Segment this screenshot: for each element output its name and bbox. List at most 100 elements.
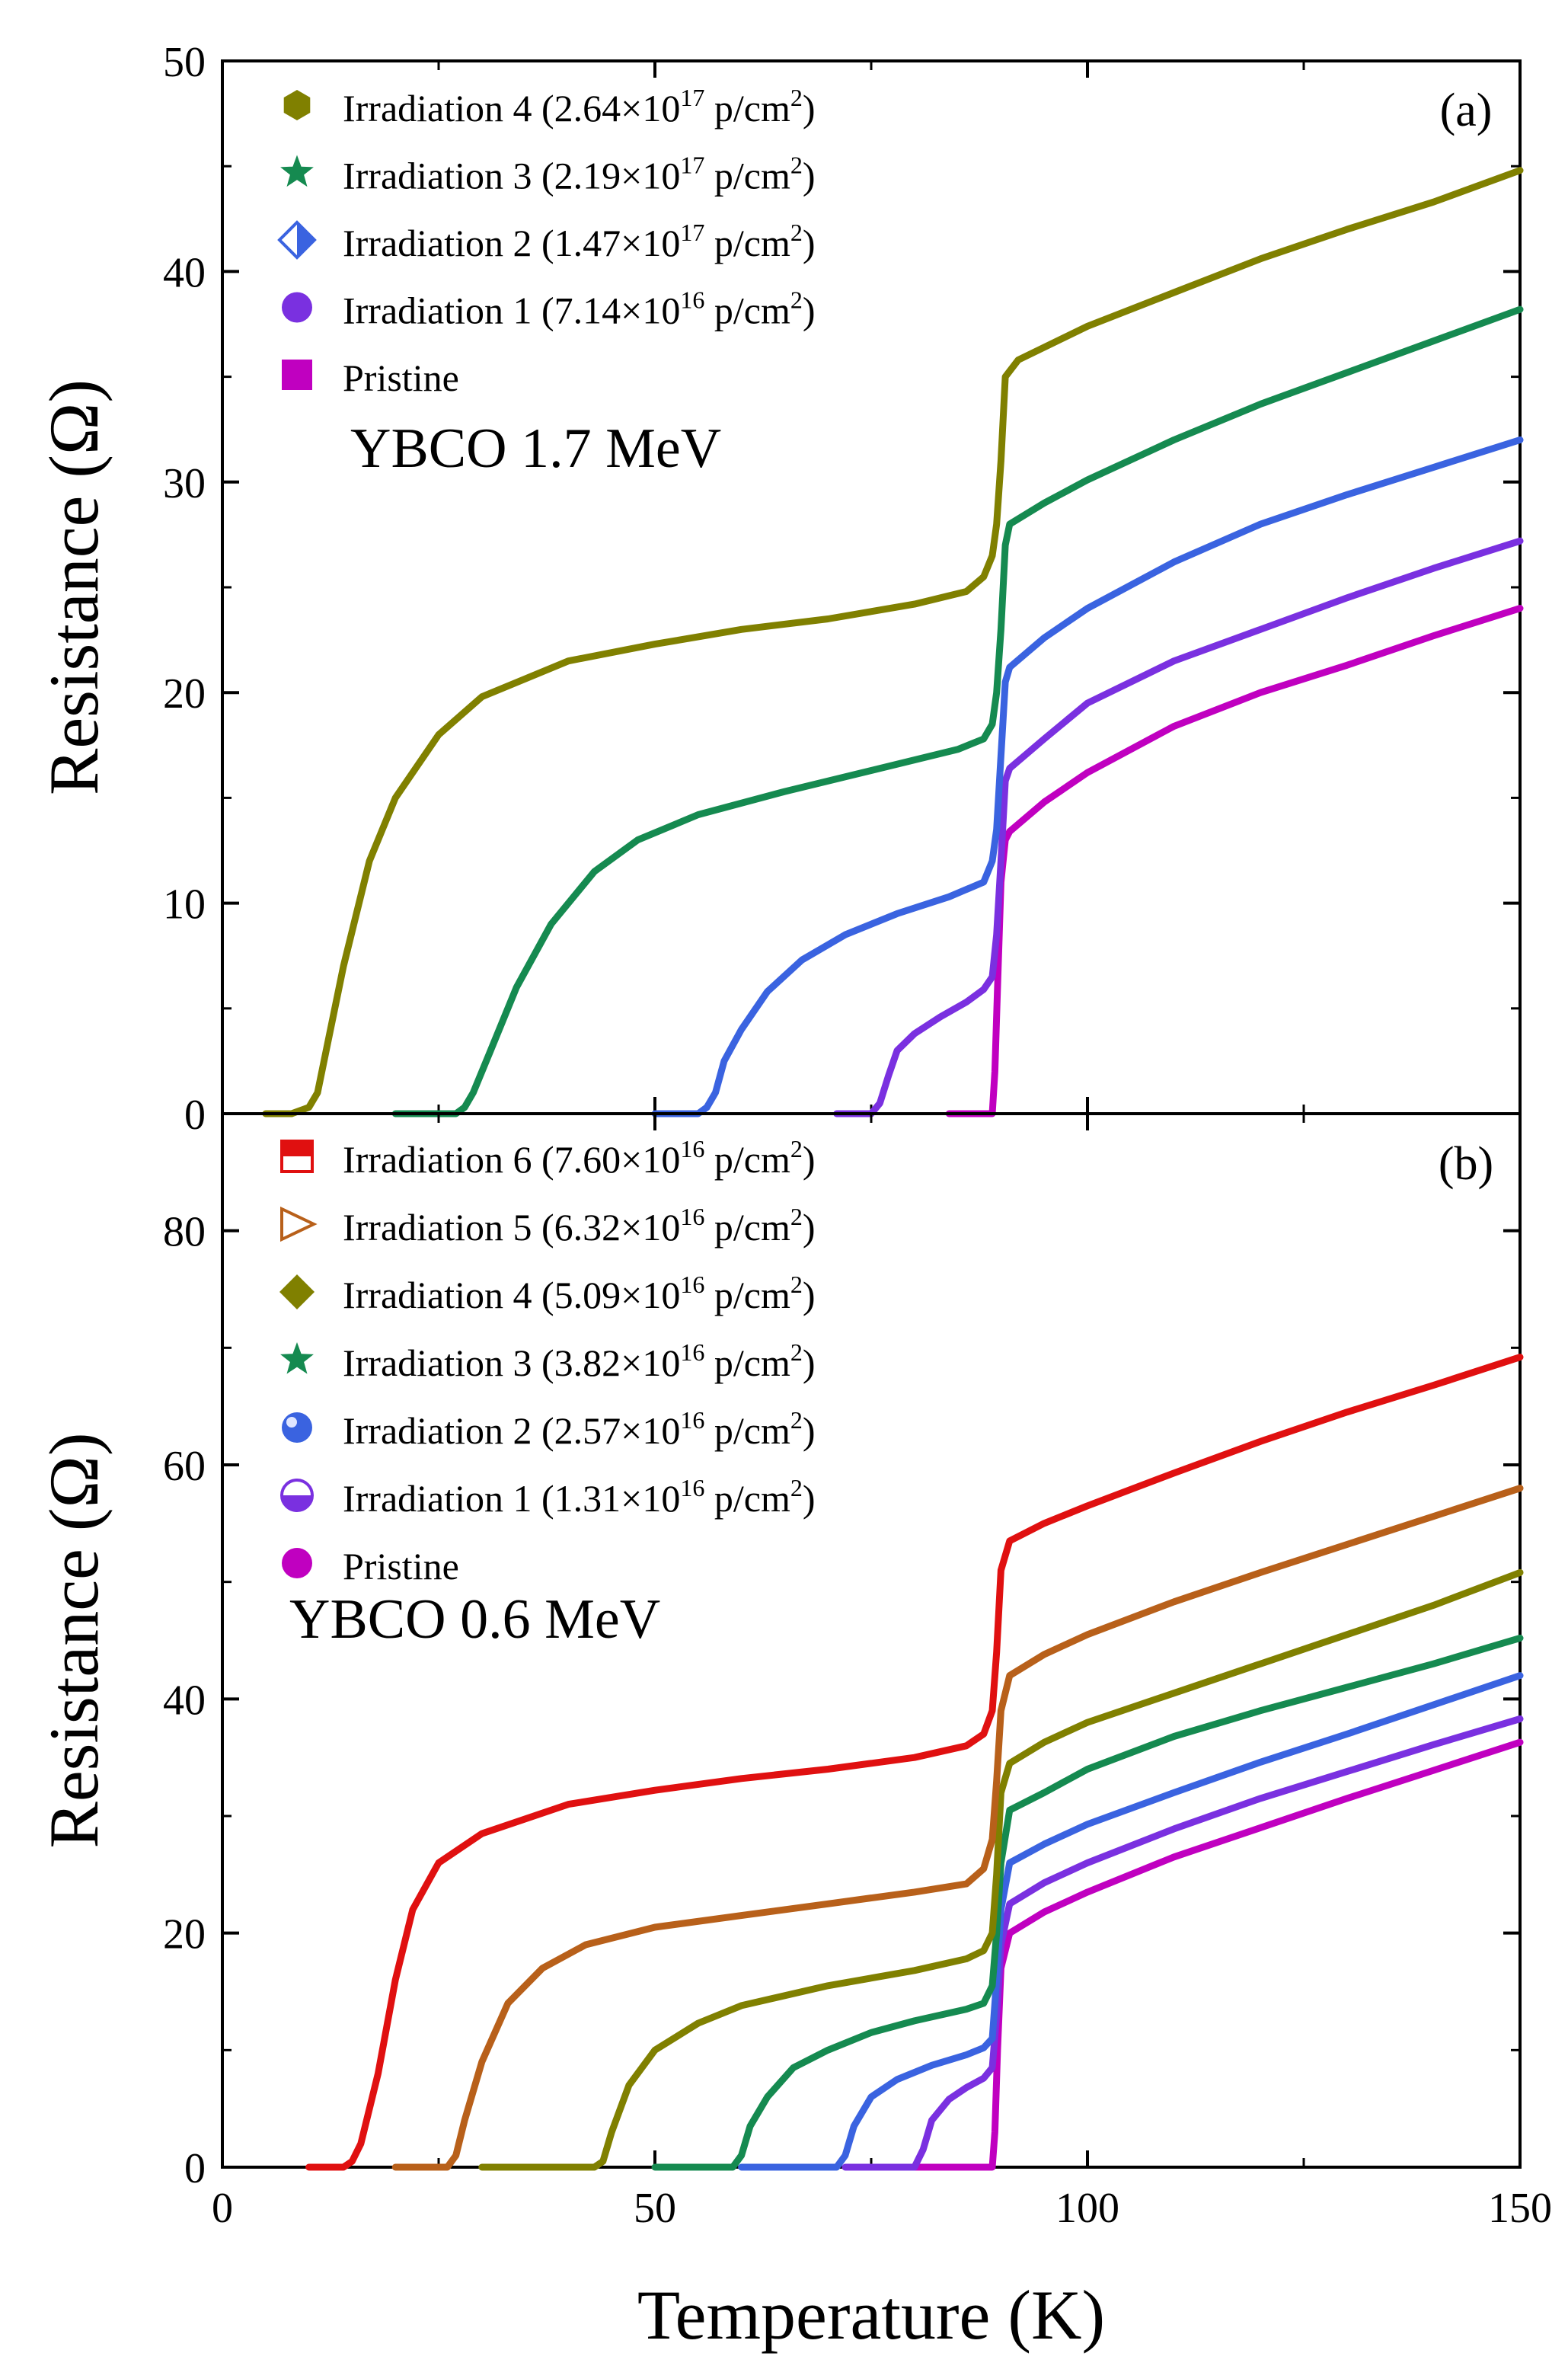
legend-item-irradiation-1: Irradiation 1 (1.31×1016 p/cm2) [280, 1474, 816, 1520]
legend-superscript: 2 [790, 1203, 803, 1230]
legend-item-irradiation-6: Irradiation 6 (7.60×1016 p/cm2) [280, 1135, 816, 1181]
legend-label: Irradiation 2 (2.57×1016 p/cm2) [343, 1406, 816, 1452]
legend-superscript: 16 [680, 286, 704, 314]
legend-text-part: Irradiation 6 [343, 1138, 532, 1181]
legend-text-part: Irradiation 1 [343, 289, 532, 332]
legend-item-pristine: Pristine [282, 356, 459, 399]
y-tick-label: 20 [163, 670, 206, 718]
legend-text-part: (1.31×10 [532, 1477, 681, 1520]
legend-text-part: p/cm [704, 289, 790, 332]
legend-text-part: Irradiation 4 [343, 87, 532, 129]
legend-label: Irradiation 2 (1.47×1017 p/cm2) [343, 219, 816, 264]
legend-text-part: ) [803, 1341, 816, 1384]
legend-marker-circle [282, 1548, 312, 1578]
legend: Irradiation 4 (2.64×1017 p/cm2)Irradiati… [277, 84, 816, 399]
legend-item-irradiation-4: Irradiation 4 (2.64×1017 p/cm2) [283, 84, 816, 129]
legend-superscript: 16 [680, 1203, 704, 1230]
legend-superscript: 16 [680, 1474, 704, 1501]
y-tick-label: 80 [163, 1209, 206, 1256]
y-tick-label: 40 [163, 249, 206, 296]
plot-frame [221, 59, 1522, 1115]
legend-superscript: 2 [790, 1338, 803, 1366]
series-line-irradiation-3 [651, 1634, 1524, 2171]
series-line-irradiation-3 [391, 305, 1524, 1117]
legend-label: Irradiation 6 (7.60×1016 p/cm2) [343, 1135, 816, 1181]
legend-text-part: ) [803, 1409, 816, 1452]
y-tick-label: 20 [163, 1911, 206, 1958]
legend-item-irradiation-3: Irradiation 3 (3.82×1016 p/cm2) [280, 1338, 816, 1384]
x-tick-label: 100 [1055, 2185, 1119, 2232]
legend-superscript: 16 [680, 1338, 704, 1366]
legend-superscript: 2 [790, 1406, 803, 1434]
legend-label: Pristine [343, 1545, 459, 1587]
panel-label: (a) [1440, 85, 1493, 136]
series-line-pristine [945, 605, 1524, 1117]
legend-label: Pristine [343, 356, 459, 399]
y-tick-label: 40 [163, 1677, 206, 1724]
legend-item-irradiation-3: Irradiation 3 (2.19×1017 p/cm2) [280, 152, 816, 197]
legend-text-part: (2.57×10 [532, 1409, 681, 1452]
x-tick-label: 0 [212, 2185, 233, 2232]
legend-text-part: p/cm [704, 87, 790, 129]
legend-superscript: 2 [790, 84, 803, 111]
y-tick-label: 60 [163, 1443, 206, 1490]
legend-marker-sphere-body [282, 1412, 312, 1443]
legend-marker-half-diamond [277, 220, 317, 260]
legend-superscript: 2 [790, 1271, 803, 1298]
legend-superscript: 17 [680, 152, 704, 179]
legend-text-part: p/cm [704, 1138, 790, 1181]
legend-text-part: p/cm [704, 222, 790, 264]
legend-marker-triangle-right [280, 1206, 318, 1242]
legend-text-part: ) [803, 1477, 816, 1520]
legend-marker-sphere [282, 1412, 312, 1443]
sample-annotation: YBCO 1.7 MeV [350, 417, 721, 480]
legend-item-irradiation-5: Irradiation 5 (6.32×1016 p/cm2) [280, 1203, 816, 1249]
legend-label: Irradiation 1 (7.14×1016 p/cm2) [343, 286, 816, 332]
legend-text-part: (2.64×10 [532, 87, 681, 129]
legend-text-part: Irradiation 2 [343, 1409, 532, 1452]
legend-marker-square [282, 360, 312, 390]
legend-label: Irradiation 4 (2.64×1017 p/cm2) [343, 84, 816, 129]
series-line-irradiation-5 [391, 1485, 1524, 2171]
legend-marker-hexagon [283, 90, 311, 120]
legend-text-part: Pristine [343, 356, 459, 399]
series-line-irradiation-4 [262, 167, 1524, 1117]
y-tick-label: 0 [184, 2145, 206, 2192]
legend-marker-half-circle-fill [282, 1495, 312, 1511]
series-line-irradiation-4 [478, 1568, 1524, 2171]
legend-text-part: Irradiation 5 [343, 1206, 532, 1249]
legend-label: Irradiation 5 (6.32×1016 p/cm2) [343, 1203, 816, 1249]
legend-superscript: 16 [680, 1135, 704, 1162]
legend-marker-sphere-highlight [286, 1417, 297, 1428]
legend-text-part: ) [803, 289, 816, 332]
y-tick-label: 30 [163, 460, 206, 507]
legend-text-part: (5.09×10 [532, 1274, 681, 1316]
legend-text-part: p/cm [704, 1477, 790, 1520]
legend-label: Irradiation 4 (5.09×1016 p/cm2) [343, 1271, 816, 1316]
legend: Irradiation 6 (7.60×1016 p/cm2)Irradiati… [279, 1135, 816, 1587]
legend-marker-half-diamond-fill [297, 222, 315, 257]
y-tick-label: 0 [184, 1092, 206, 1139]
legend-superscript: 2 [790, 1135, 803, 1162]
legend-superscript: 17 [680, 219, 704, 246]
legend-superscript: 17 [680, 84, 704, 111]
series-line-irradiation-1 [833, 537, 1524, 1117]
series-line-irradiation-2 [738, 1672, 1524, 2171]
legend-item-irradiation-1: Irradiation 1 (7.14×1016 p/cm2) [282, 286, 816, 332]
panel-a: 0 10 20 30 40 50 Resistance (Ω) (a) YBCO 1.7 MeV… [35, 39, 1524, 1139]
legend-text-part: (7.60×10 [532, 1138, 681, 1181]
legend-superscript: 2 [790, 286, 803, 314]
series-line-pristine [867, 1738, 1524, 2171]
x-axis-title: Temperature (K) [637, 2276, 1105, 2354]
legend-superscript: 16 [680, 1271, 704, 1298]
legend-marker-circle [282, 292, 312, 323]
legend-label: Irradiation 3 (2.19×1017 p/cm2) [343, 152, 816, 197]
legend-superscript: 2 [790, 1474, 803, 1501]
legend-text-part: Irradiation 2 [343, 222, 532, 264]
legend-text-part: p/cm [704, 155, 790, 197]
legend-text-part: ) [803, 1274, 816, 1316]
legend-text-part: ) [803, 155, 816, 197]
x-tick-label: 50 [634, 2185, 676, 2232]
legend-item-pristine: Pristine [282, 1545, 459, 1587]
legend-text-part: p/cm [704, 1274, 790, 1316]
